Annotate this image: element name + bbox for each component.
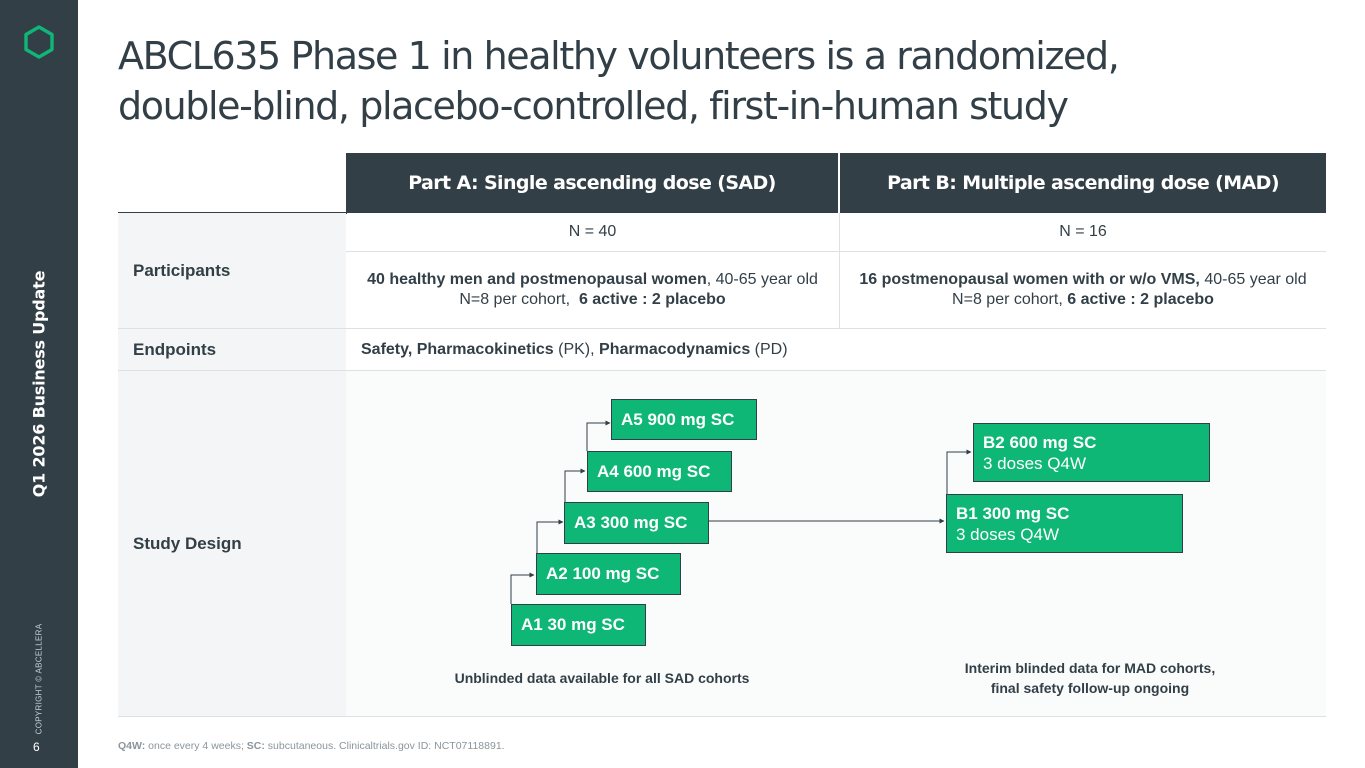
mad-caption-line-2: final safety follow-up ongoing: [990, 680, 1190, 696]
footnote-q4w-label: Q4W:: [118, 740, 146, 752]
cohort-a1: A1 30 mg SC: [511, 604, 646, 646]
table-header-row: Part A: Single ascending dose (SAD) Part…: [346, 153, 1326, 213]
participants-b-rest: 40-65 year old: [1199, 271, 1307, 288]
mad-caption-line-1: Interim blinded data for MAD cohorts,: [964, 660, 1216, 676]
n-part-a: N = 40: [568, 223, 617, 240]
participants-b-ratio: 6 active : 2 placebo: [1067, 291, 1214, 308]
design-label-cell: [118, 371, 346, 716]
title-line-2: double-blind, placebo-controlled, first-…: [118, 84, 1069, 128]
participants-b-line2: N=8 per cohort,: [952, 291, 1068, 308]
row-line-endpoints: [118, 370, 1326, 371]
endpoints-bold-1: Safety, Pharmacokinetics: [361, 341, 554, 358]
cohort-a4: A4 600 mg SC: [587, 451, 732, 492]
sidebar: Q1 2026 Business Update COPYRIGHT © ABCE…: [0, 0, 78, 768]
mad-caption: Interim blinded data for MAD cohorts, fi…: [890, 658, 1290, 698]
header-part-a: Part A: Single ascending dose (SAD): [408, 172, 776, 194]
participants-b-bold: 16 postmenopausal women with or w/o VMS,: [859, 271, 1200, 288]
page-title: ABCL635 Phase 1 in healthy volunteers is…: [118, 31, 1218, 131]
connector-a4-a5: [586, 420, 611, 451]
cohort-b2: B2 600 mg SC 3 doses Q4W: [973, 423, 1210, 482]
page-number: 6: [33, 740, 40, 754]
connector-a3-a4: [564, 468, 586, 502]
connector-b1-b2: [946, 449, 972, 494]
title-line-1: ABCL635 Phase 1 in healthy volunteers is…: [118, 34, 1120, 78]
cohort-b2-dose: B2 600 mg SC: [983, 432, 1097, 452]
row-line-bottom: [118, 716, 1326, 717]
participants-a-bold: 40 healthy men and postmenopausal women: [367, 271, 707, 288]
header-divider: [838, 153, 840, 213]
footnote: Q4W: once every 4 weeks; SC: subcutaneou…: [118, 740, 505, 752]
participants-label: Participants: [133, 261, 231, 280]
header-part-b: Part B: Multiple ascending dose (MAD): [887, 172, 1279, 194]
n-part-b: N = 16: [1059, 223, 1107, 240]
footnote-q4w-text: once every 4 weeks;: [145, 740, 247, 752]
participants-a-rest: , 40-65 year old: [706, 271, 818, 288]
footnote-sc-label: SC:: [246, 740, 265, 752]
participants-a-ratio: 6 active : 2 placebo: [578, 291, 726, 308]
hexagon-logo-icon: [24, 25, 54, 59]
participants-part-b: 16 postmenopausal women with or w/o VMS,…: [840, 270, 1326, 310]
cohort-a3: A3 300 mg SC: [564, 502, 709, 544]
cohort-b1-dose: B1 300 mg SC: [956, 503, 1070, 523]
endpoints-plain-1: (PK),: [553, 341, 600, 358]
endpoints-label: Endpoints: [133, 340, 217, 359]
endpoints-plain-2: (PD): [750, 341, 788, 358]
participants-part-a: 40 healthy men and postmenopausal women,…: [346, 270, 839, 310]
participants-label-cell: [118, 213, 346, 328]
endpoints-label-cell: [118, 329, 346, 370]
sad-caption: Unblinded data available for all SAD coh…: [454, 670, 750, 686]
footnote-sc-text: subcutaneous. Clinicaltrials.gov ID: NCT…: [264, 740, 505, 752]
cohort-b1: B1 300 mg SC 3 doses Q4W: [946, 494, 1183, 553]
cohort-a2: A2 100 mg SC: [536, 553, 681, 595]
study-design-label: Study Design: [133, 534, 242, 553]
row-line-participants: [118, 328, 1326, 329]
endpoints-bold-2: Pharmacodynamics: [599, 341, 751, 358]
endpoints-text: Safety, Pharmacokinetics (PK), Pharmacod…: [361, 340, 788, 360]
connector-a2-a3: [536, 519, 564, 553]
participants-column-divider: [839, 213, 840, 328]
participants-a-line2: N=8 per cohort,: [459, 291, 579, 308]
row-line-n: [346, 251, 1326, 252]
connector-a1-a2: [510, 572, 535, 604]
cohort-a5: A5 900 mg SC: [611, 399, 757, 440]
cohort-b2-schedule: 3 doses Q4W: [983, 453, 1086, 473]
cohort-b1-schedule: 3 doses Q4W: [956, 524, 1059, 544]
